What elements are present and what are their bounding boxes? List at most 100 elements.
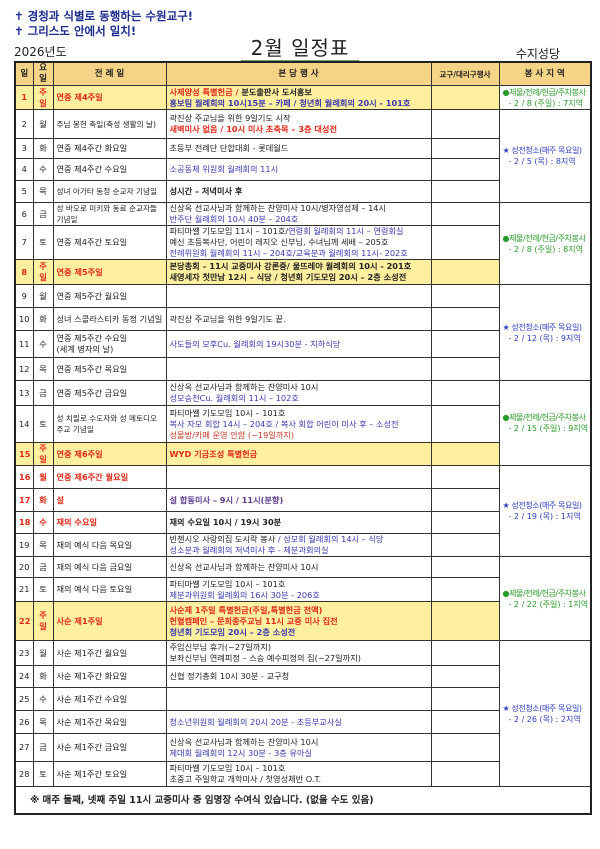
table-row: 8 주일 연중 제5주일 본당총회 – 11시 교중미사 강론중/ 울뜨레야 월례회의…	[14, 259, 591, 285]
parish-events-cell: 신상옥 선교사님과 함께하는 찬양미사 10시 제대회 월례회의 12시 30분 …	[165, 733, 432, 762]
event-text: 파티마쎌 기도모임 10시 – 101호	[169, 407, 286, 418]
liturgy-cell: 연중 제6주일	[52, 442, 167, 466]
parish-events-cell: 소공동체 위원회 월례회의 11시	[165, 158, 432, 181]
parish-events-cell	[165, 687, 432, 711]
event-text: 신상옥 선교사님과 함께하는 찬양미사 10시	[169, 736, 319, 747]
event-line: 성모승천Cu. 월례회의 11시 – 102호	[170, 393, 428, 404]
parish-events-cell: 재의 수요일 10시 / 19시 30분	[165, 511, 432, 534]
diocese-events-cell	[430, 665, 500, 688]
event-text: 청소년위원회 월례회의 20시 20분 - 초등부교사실	[169, 716, 342, 727]
event-text: 헌혈캠페인 – 문희종주교님 11시 교중 미사 집전	[169, 615, 338, 626]
diocese-events-cell	[430, 601, 500, 641]
event-line: 초중고 주일학교 개학미사 / 첫영성체반 O.T.	[170, 774, 428, 785]
diocese-events-cell	[430, 259, 500, 285]
page-title-text: 2월 일정표	[240, 36, 360, 62]
event-text: 소공동체 위원회 월례회의 11시	[169, 164, 279, 174]
event-line: 곽진상 주교님을 위한 9일기도 끝.	[170, 314, 428, 325]
offering-service-line: ●제물/전례/헌금/주차봉사	[502, 87, 586, 97]
event-text: 보좌신부님 연례피정 – 스승 예수피정의 집(~27일까지)	[169, 653, 361, 663]
diocese-events-cell	[430, 465, 500, 489]
weekday-cell: 수	[32, 511, 54, 534]
event-text: 파티마쎌 기도모임 10시 – 101호	[169, 578, 286, 589]
diocese-events-cell	[430, 687, 500, 711]
table-row: 28 토 사순 제1주간 토요일 파티마쎌 기도모임 10시 – 101호 초중고 주일…	[14, 761, 591, 787]
parish-events-cell: 사제양성 특별헌금 / 분도출판사 도서홍보 홍보팀 월례회의 10시15분 – …	[165, 85, 432, 110]
weekday-cell: 화	[32, 138, 54, 159]
event-line: 소공동체 위원회 월례회의 11시	[170, 164, 428, 175]
weekday-cell: 주일	[32, 85, 54, 110]
event-line: 신상옥 선교사님과 함께하는 찬양미사 10시	[170, 737, 428, 748]
event-line: 파티마쎌 기도모임 10시 – 101호	[170, 579, 428, 590]
liturgy-cell: 성 바오로 미키와 동료 순교자들 기념일	[52, 202, 167, 226]
day-cell: 2	[14, 109, 34, 139]
weekday-cell: 주일	[32, 601, 54, 641]
table-row: 18 수 재의 수요일 재의 수요일 10시 / 19시 30분	[14, 511, 591, 534]
service-area-cell: ●제물/전례/헌금/주차봉사 - 2 / 8 (주일) : 8지역	[498, 202, 592, 285]
event-line: 제대회 월례회의 12시 30분 - 3층 유아실	[170, 748, 428, 759]
parish-events-cell: 빈첸시오 사랑의집 도시락 봉사 / 성모회 월례회의 14시 – 식당 성소분과…	[165, 533, 432, 557]
parish-events-cell	[165, 465, 432, 489]
liturgy-cell: 성녀 스콜라스티카 동정 기념일	[52, 307, 167, 331]
parish-events-cell: 청소년위원회 월례회의 20시 20분 - 초등부교사실	[165, 710, 432, 734]
liturgy-cell: 연중 제4주일	[52, 85, 167, 110]
diocese-events-cell	[430, 202, 500, 226]
parish-events-cell: 주임신부님 휴가(~27일까지) 보좌신부님 연례피정 – 스승 예수피정의 집(…	[165, 640, 432, 666]
liturgy-cell: 사순 제1주간 월요일	[52, 640, 167, 666]
weekday-cell: 수	[32, 158, 54, 181]
motto-line-1: ✝ 경청과 식별로 동행하는 수원교구!	[14, 9, 194, 23]
table-row: 21 토 재의 예식 다음 토요일 파티마쎌 기도모임 10시 – 101호 제분과위원…	[14, 577, 591, 602]
event-text: 신상옥 선교사님과 함께하는 찬양미사 10시	[169, 382, 319, 392]
liturgy-cell: 연중 제6주간 월요일	[52, 465, 167, 489]
liturgy-cell: 사순 제1주간 목요일	[52, 710, 167, 734]
event-line: 설 합동미사 – 9시 / 11시(분향)	[170, 495, 428, 506]
weekday-cell: 주일	[32, 259, 54, 285]
event-line: 예신 초등복사단, 어린이 레지오 신부님, 수녀님께 세배 – 205호	[170, 237, 428, 248]
day-cell: 12	[14, 357, 34, 381]
event-text: 새영세자 첫만남 12시 – 식당 / 청년회 기도모임 20시 – 2층 소성…	[169, 272, 407, 282]
event-line: 주임신부님 휴가(~27일까지)	[170, 642, 428, 653]
diocese-events-cell	[430, 640, 500, 666]
event-text: 파티마쎌 기도모임 10시 – 101호	[169, 763, 286, 773]
day-cell: 10	[14, 307, 34, 331]
service-area-cell: ★ 성전청소(매주 목요일) - 2 / 5 (목) : 8지역	[498, 109, 592, 203]
event-line: 성소분과 월례회의 저녁미사 후 - 제분과회의실	[170, 545, 428, 556]
weekday-cell: 금	[32, 556, 54, 578]
weekday-cell: 수	[32, 330, 54, 358]
event-text: 사도들의 모후Cu. 월례회의 19시30분 - 지하식당	[169, 338, 341, 349]
day-cell: 1	[14, 85, 34, 110]
event-line: 보좌신부님 연례피정 – 스승 예수피정의 집(~27일까지)	[170, 653, 428, 664]
diocese-events-cell	[430, 405, 500, 443]
day-cell: 26	[14, 710, 34, 734]
event-line: 새벽미사 없음 / 10시 미사 초축목 – 3층 대성전	[170, 124, 428, 135]
day-cell: 23	[14, 640, 34, 666]
diocese-events-cell	[430, 330, 500, 358]
day-cell: 8	[14, 259, 34, 285]
event-text: 신협 정기총회 10시 30분 - 교구청	[169, 671, 290, 681]
table-row: 3 화 연중 제4주간 화요일 초등부 전례단 단합대회 - 롯데월드	[14, 138, 591, 159]
diocese-events-cell	[430, 380, 500, 406]
event-text: 초중고 주일학교 개학미사 / 첫영성체반 O.T.	[169, 774, 322, 784]
weekday-cell: 목	[32, 710, 54, 734]
offering-service-line: ●제물/전례/헌금/주차봉사	[502, 413, 586, 422]
weekday-cell: 목	[32, 180, 54, 203]
day-cell: 18	[14, 511, 34, 534]
diocese-events-cell	[430, 357, 500, 381]
year-label: 2026년도	[14, 45, 67, 59]
day-cell: 14	[14, 405, 34, 443]
weekday-cell: 토	[32, 405, 54, 443]
service-date-line: - 2 / 22 (주일) : 1지역	[508, 599, 589, 609]
event-line: 제분과위원회 월례회의 16시 30분 - 206호	[170, 590, 428, 601]
event-text: 초등부 전례단 단합대회 - 롯데월드	[169, 143, 289, 153]
event-text: 성소분과 월례회의 저녁미사 후 - 제분과회의실	[169, 545, 329, 555]
liturgy-cell: 사순 제1주일	[52, 601, 167, 641]
weekday-cell: 수	[32, 687, 54, 711]
day-cell: 6	[14, 202, 34, 226]
parish-events-cell: 사도들의 모후Cu. 월례회의 19시30분 - 지하식당	[165, 330, 432, 358]
diocese-events-cell	[430, 85, 500, 110]
table-row: 19 목 재의 예식 다음 목요일 빈첸시오 사랑의집 도시락 봉사 / 성모회 월례…	[14, 533, 591, 557]
weekday-cell: 금	[32, 202, 54, 226]
parish-events-cell: 신상옥 선교사님과 함께하는 찬양미사 10시/병자영성체 – 14시 반주단 월…	[165, 202, 432, 226]
liturgy-cell: 연중 제4주간 수요일	[52, 158, 167, 181]
table-row: 2 월 주님 봉헌 축일(축성 생활의 날) 곽진상 주교님을 위한 9일기도 시작 새…	[14, 109, 592, 203]
parish-events-cell: 파티마쎌 기도모임 10시 – 101호 복사 자모 회합 14시 – 204호 …	[165, 405, 432, 443]
